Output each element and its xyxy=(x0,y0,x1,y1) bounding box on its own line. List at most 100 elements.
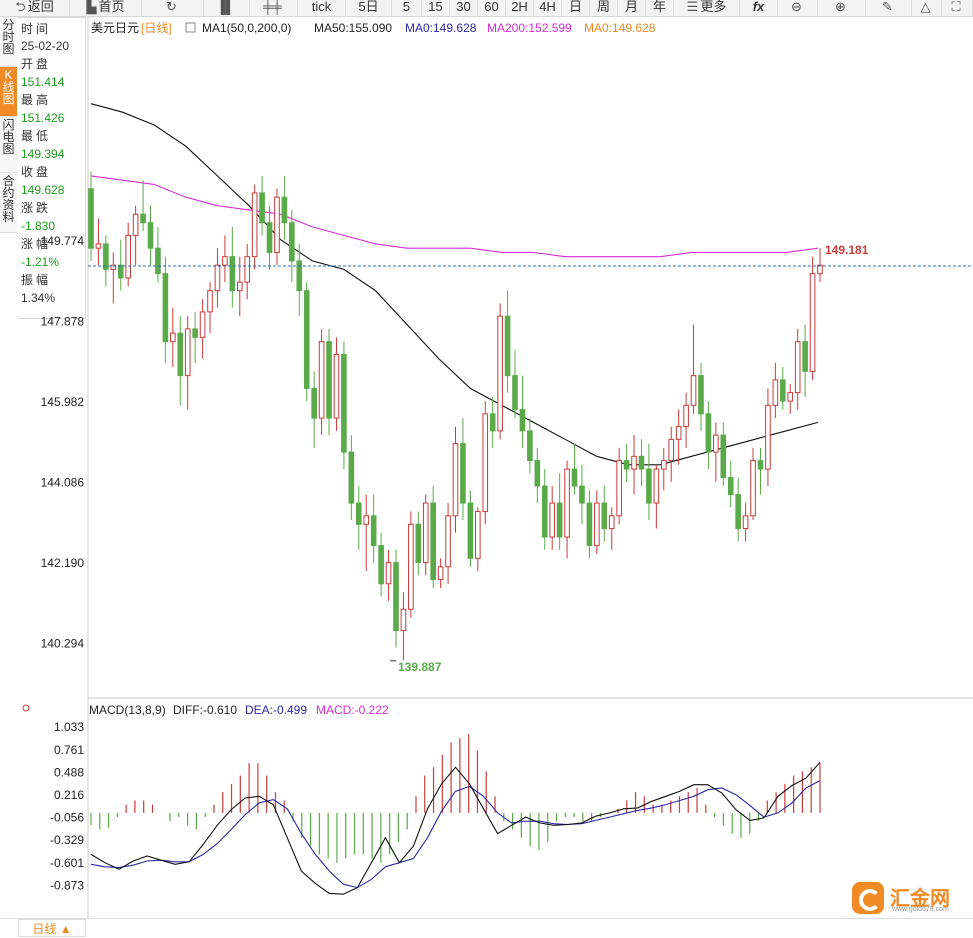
candle-down xyxy=(229,256,236,292)
change-value: -1.830 xyxy=(21,219,56,233)
candle-down xyxy=(430,502,436,581)
candle-down xyxy=(303,290,310,389)
candlestick-icon: ╪╪ xyxy=(263,0,282,14)
high-label: 最高 xyxy=(21,93,52,107)
candle-down xyxy=(177,332,184,377)
candle-up xyxy=(660,460,667,470)
candle-up xyxy=(631,455,637,470)
candle-down xyxy=(266,222,273,253)
formula-button[interactable]: fx xyxy=(740,0,778,16)
draw-button[interactable]: ✎ xyxy=(866,0,912,16)
logo-text: 汇金网 xyxy=(890,886,950,910)
zoom-in-button[interactable]: ⊕ xyxy=(818,0,866,16)
candle-up xyxy=(445,515,451,568)
close-value: 149.628 xyxy=(21,183,65,197)
macd-legend: MACD(13,8,9) DIFF:-0.610 DEA:-0.499 MACD… xyxy=(22,703,389,717)
candle-button[interactable]: ╪╪ xyxy=(250,0,298,16)
candle-up xyxy=(333,353,340,419)
candle-up xyxy=(794,341,801,394)
sidebar-item-timeshare[interactable]: 分时图 xyxy=(0,17,17,67)
refresh-icon: ↻ xyxy=(166,0,177,14)
quote-info-panel: 时间 25-02-20 开盘 151.414 最高 151.426 最低 149… xyxy=(18,17,86,319)
triangle-up-icon: △ xyxy=(920,0,931,14)
sidebar-item-kline[interactable]: K线图 xyxy=(0,67,17,117)
candle-down xyxy=(296,260,303,292)
period-5m[interactable]: 5 xyxy=(392,0,422,16)
period-week[interactable]: 周 xyxy=(590,0,618,16)
tick-button[interactable]: tick xyxy=(298,0,346,16)
candle-down xyxy=(757,460,764,470)
candle-down xyxy=(720,434,727,479)
period-60m[interactable]: 60 xyxy=(478,0,506,16)
macd-tick-label: -0.601 xyxy=(50,856,84,870)
candle-up xyxy=(497,315,503,432)
bar-chart-button[interactable]: ▐▌ xyxy=(204,0,250,16)
candle-up xyxy=(385,562,392,585)
period-2h[interactable]: 2H xyxy=(506,0,534,16)
price-tick-label: 147.878 xyxy=(41,314,85,328)
macd-legend-diff: DIFF:-0.610 xyxy=(173,703,237,717)
zoom-in-icon: ⊕ xyxy=(835,0,846,14)
macd-tick-label: 1.033 xyxy=(54,720,84,734)
period-15m[interactable]: 15 xyxy=(422,0,450,16)
price-tick-label: 145.982 xyxy=(41,395,85,409)
macd-lines xyxy=(90,761,821,895)
back-arrow-icon: ⮌ xyxy=(15,0,26,14)
candle-down xyxy=(467,502,474,559)
logo: 汇金网 www.gold678.com xyxy=(852,880,962,916)
candle-down xyxy=(735,494,741,530)
logo-url: www.gold678.com xyxy=(892,906,949,913)
zoom-out-button[interactable]: ⊖ xyxy=(778,0,818,16)
candle-up xyxy=(110,264,117,270)
candle-down xyxy=(259,192,265,224)
period-4h[interactable]: 4H xyxy=(534,0,562,16)
candle-down xyxy=(289,222,295,262)
legend-ma-name: MA1(50,0,200,0) xyxy=(202,21,291,35)
candle-up xyxy=(482,413,489,513)
ma200-line xyxy=(90,175,819,258)
diff-line xyxy=(90,761,821,895)
legend-settings-icon[interactable] xyxy=(185,22,196,33)
period-day[interactable]: 日 xyxy=(562,0,590,16)
candle-up xyxy=(132,213,139,236)
macd-tick-label: 0.761 xyxy=(54,743,84,757)
logo-mark-icon xyxy=(852,882,884,914)
back-button[interactable]: ⮌ 返回 xyxy=(0,0,70,16)
bottom-bar xyxy=(0,918,973,938)
open-label: 开盘 xyxy=(21,57,52,71)
sidebar-item-lightning[interactable]: 闪电图 xyxy=(0,117,17,173)
candle-down xyxy=(527,430,533,462)
candle-down xyxy=(311,387,317,419)
candle-up xyxy=(214,264,221,292)
candle-up xyxy=(222,256,228,266)
macd-settings-icon[interactable] xyxy=(22,704,30,712)
macd-tick-label: -0.329 xyxy=(50,833,84,847)
legend-ma0b: MA0:149.628 xyxy=(584,21,656,35)
candle-up xyxy=(675,426,682,440)
candle-down xyxy=(601,502,608,530)
refresh-button[interactable]: ↻ xyxy=(142,0,204,16)
candle-up xyxy=(817,264,823,275)
candle-down xyxy=(489,413,496,432)
period-30m[interactable]: 30 xyxy=(450,0,478,16)
candle-down xyxy=(623,460,630,470)
period-month[interactable]: 月 xyxy=(618,0,646,16)
legend-period: [日线] xyxy=(141,21,172,35)
period-5d[interactable]: 5日 xyxy=(346,0,392,16)
sidebar-item-contract[interactable]: 合约资料 xyxy=(0,173,17,233)
price-tick-label: 149.774 xyxy=(41,234,85,248)
price-tick-label: 144.086 xyxy=(41,475,85,489)
more-button[interactable]: ☰ 更多 xyxy=(674,0,740,16)
home-button[interactable]: ▙ 首页 xyxy=(70,0,142,16)
candle-up xyxy=(750,460,756,517)
candle-up xyxy=(199,311,206,338)
amplitude-label: 振幅 xyxy=(21,273,52,287)
period-selector-button[interactable]: 日线 ▲ xyxy=(18,919,86,937)
candle-up xyxy=(668,438,675,462)
collapse-button[interactable]: △ xyxy=(912,0,942,16)
legend-symbol: 美元日元 xyxy=(91,21,139,35)
candle-up xyxy=(683,404,689,428)
period-year[interactable]: 年 xyxy=(646,0,674,16)
candle-down xyxy=(393,562,399,632)
